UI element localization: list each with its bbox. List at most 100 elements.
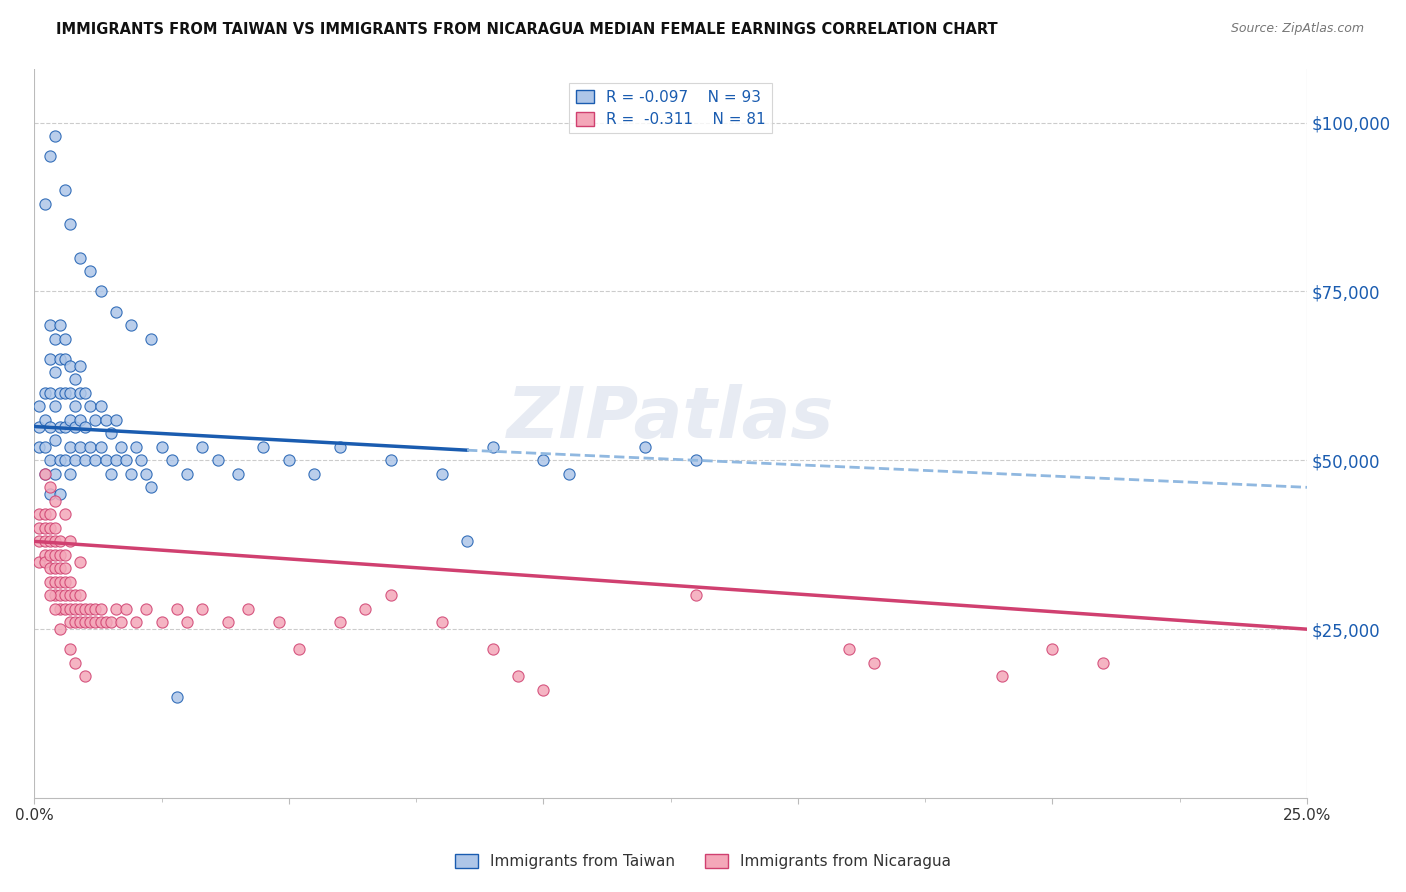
Point: [53, 508, 76, 522]
Point: [75, 615, 97, 630]
Point: [44, 332, 66, 346]
Point: [44, 493, 66, 508]
Point: [685, 589, 707, 603]
Point: [329, 440, 352, 454]
Point: [59, 602, 82, 616]
Point: [53, 589, 76, 603]
Point: [38, 419, 60, 434]
Point: [44, 467, 66, 481]
Point: [79, 440, 101, 454]
Point: [120, 318, 142, 333]
Point: [69, 602, 91, 616]
Point: [49, 487, 72, 501]
Legend: Immigrants from Taiwan, Immigrants from Nicaragua: Immigrants from Taiwan, Immigrants from …: [449, 848, 957, 875]
Point: [34, 555, 56, 569]
Point: [34, 413, 56, 427]
Point: [38, 534, 60, 549]
Point: [63, 372, 86, 386]
Point: [456, 534, 478, 549]
Point: [34, 521, 56, 535]
Point: [634, 440, 657, 454]
Point: [288, 642, 311, 657]
Point: [277, 453, 299, 467]
Point: [533, 683, 555, 698]
Point: [100, 615, 122, 630]
Point: [90, 440, 112, 454]
Point: [49, 453, 72, 467]
Point: [329, 615, 352, 630]
Point: [90, 602, 112, 616]
Point: [28, 440, 51, 454]
Point: [150, 440, 173, 454]
Point: [49, 385, 72, 400]
Point: [94, 453, 117, 467]
Point: [44, 589, 66, 603]
Point: [53, 351, 76, 366]
Point: [141, 332, 163, 346]
Point: [49, 351, 72, 366]
Point: [38, 318, 60, 333]
Point: [120, 467, 142, 481]
Point: [28, 419, 51, 434]
Point: [63, 656, 86, 670]
Point: [69, 251, 91, 265]
Point: [53, 548, 76, 562]
Point: [238, 602, 260, 616]
Point: [84, 453, 107, 467]
Point: [110, 615, 132, 630]
Point: [59, 574, 82, 589]
Point: [100, 467, 122, 481]
Point: [135, 467, 157, 481]
Point: [44, 602, 66, 616]
Point: [110, 440, 132, 454]
Point: [34, 196, 56, 211]
Point: [75, 419, 97, 434]
Point: [79, 264, 101, 278]
Point: [104, 413, 127, 427]
Point: [129, 453, 152, 467]
Point: [1042, 642, 1064, 657]
Point: [267, 615, 290, 630]
Point: [59, 642, 82, 657]
Point: [100, 426, 122, 441]
Point: [176, 615, 198, 630]
Point: [59, 385, 82, 400]
Point: [49, 589, 72, 603]
Point: [59, 534, 82, 549]
Point: [69, 385, 91, 400]
Point: [34, 467, 56, 481]
Point: [863, 656, 886, 670]
Point: [125, 615, 148, 630]
Point: [481, 440, 503, 454]
Text: ZIPatlas: ZIPatlas: [508, 384, 834, 453]
Point: [166, 602, 188, 616]
Point: [252, 440, 274, 454]
Point: [44, 129, 66, 144]
Point: [44, 399, 66, 413]
Point: [104, 304, 127, 318]
Point: [79, 615, 101, 630]
Point: [28, 555, 51, 569]
Legend: R = -0.097    N = 93, R =  -0.311    N = 81: R = -0.097 N = 93, R = -0.311 N = 81: [569, 84, 772, 134]
Point: [38, 589, 60, 603]
Point: [59, 413, 82, 427]
Point: [1092, 656, 1115, 670]
Point: [49, 622, 72, 636]
Point: [38, 149, 60, 163]
Point: [59, 467, 82, 481]
Point: [69, 555, 91, 569]
Point: [59, 217, 82, 231]
Point: [481, 642, 503, 657]
Point: [304, 467, 326, 481]
Point: [53, 332, 76, 346]
Point: [685, 453, 707, 467]
Point: [49, 602, 72, 616]
Point: [53, 419, 76, 434]
Point: [90, 615, 112, 630]
Point: [63, 399, 86, 413]
Point: [75, 602, 97, 616]
Point: [28, 399, 51, 413]
Text: IMMIGRANTS FROM TAIWAN VS IMMIGRANTS FROM NICARAGUA MEDIAN FEMALE EARNINGS CORRE: IMMIGRANTS FROM TAIWAN VS IMMIGRANTS FRO…: [56, 22, 998, 37]
Point: [94, 413, 117, 427]
Point: [160, 453, 183, 467]
